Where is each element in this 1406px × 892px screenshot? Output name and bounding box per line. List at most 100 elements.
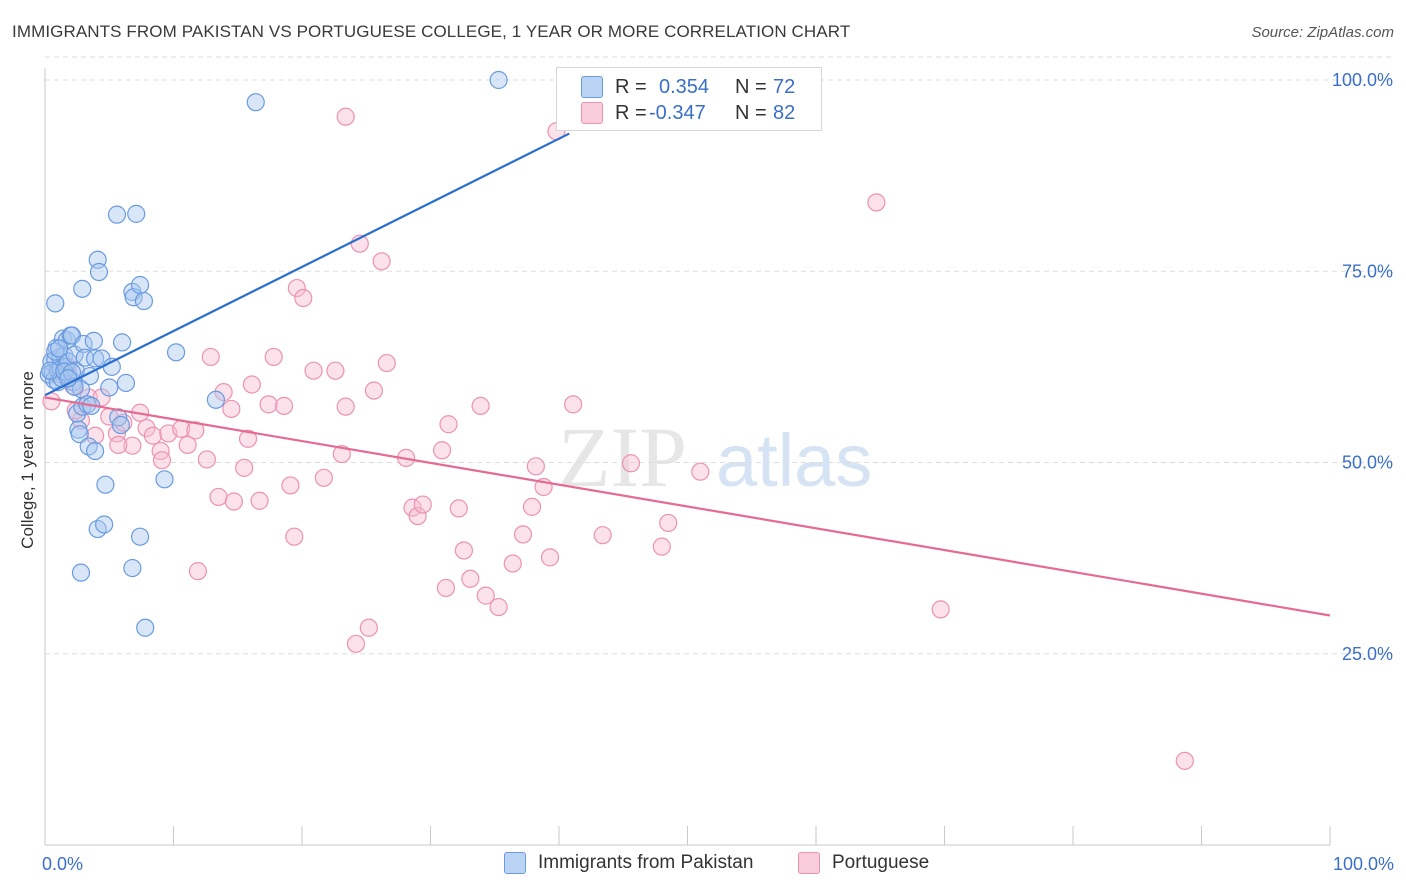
pakistan-point [116, 373, 136, 393]
pakistan-point [41, 361, 60, 380]
portuguese-point [287, 278, 306, 298]
portuguese-point [377, 353, 396, 373]
pakistan-point [50, 339, 69, 358]
pakistan-swatch [504, 852, 526, 874]
pakistan-point [166, 343, 186, 362]
portuguese-point [408, 506, 427, 526]
pakistan-point [206, 390, 226, 409]
pakistan-point [112, 333, 132, 352]
portuguese-point [238, 429, 258, 448]
portuguese-point [209, 487, 228, 507]
portuguese-point [151, 441, 170, 461]
watermark-atlas: atlas [716, 419, 872, 502]
portuguese-point [178, 435, 197, 455]
portuguese-point [214, 383, 233, 402]
portuguese-point [489, 597, 508, 617]
pakistan-point [86, 349, 105, 368]
portuguese-point [454, 541, 474, 560]
pakistan-point [136, 618, 155, 637]
pakistan-point [489, 70, 508, 90]
axes [44, 68, 1330, 846]
portuguese-point [931, 600, 950, 619]
portuguese-point [201, 347, 220, 367]
y-tick-labels: 25.0% 50.0% 75.0% 100.0% [1332, 70, 1393, 664]
r-value: 0.354 [659, 75, 710, 98]
trend-lines [44, 132, 1331, 617]
portuguese-point [652, 537, 671, 556]
x-ticks [44, 826, 1331, 845]
pakistan-point [73, 279, 92, 298]
portuguese-point [107, 424, 127, 443]
legend-item-pakistan[interactable]: Immigrants from Pakistan [504, 852, 753, 874]
portuguese-point [439, 415, 458, 434]
y-tick-label: 50.0% [1342, 453, 1393, 473]
portuguese-point [564, 395, 583, 414]
pakistan-point [155, 470, 174, 489]
y-tick-label: 75.0% [1342, 261, 1393, 281]
pakistan-point [79, 437, 98, 456]
portuguese-point [540, 548, 560, 567]
portuguese-point [123, 436, 142, 455]
y-tick-label: 25.0% [1342, 644, 1393, 664]
pakistan-point [127, 204, 146, 223]
pakistan-swatch [581, 76, 603, 98]
portuguese-point [224, 492, 243, 511]
r-value: -0.347 [649, 101, 706, 124]
pakistan-point [130, 527, 150, 546]
n-label: N = [735, 101, 767, 124]
legend-label: Portuguese [832, 852, 930, 873]
portuguese-point [336, 107, 355, 126]
portuguese-point [326, 361, 345, 380]
pakistan-point [46, 294, 65, 313]
pakistan-point [100, 378, 119, 397]
n-label: N = [735, 75, 767, 98]
portuguese-point [659, 513, 678, 533]
n-value: 82 [773, 101, 796, 124]
portuguese-point [285, 527, 304, 546]
x-tick-label-max: 100.0% [1333, 854, 1394, 874]
portuguese-point [86, 426, 105, 445]
portuguese-point [1175, 751, 1194, 770]
portuguese-point [691, 462, 710, 481]
portuguese-point [259, 395, 278, 414]
pakistan-point [74, 334, 93, 354]
portuguese-point [436, 578, 456, 598]
portuguese-point [432, 441, 452, 460]
pakistan-point [96, 475, 115, 494]
portuguese-point [364, 381, 384, 400]
pakistan-point [71, 563, 91, 582]
legend-item-portuguese[interactable]: Portuguese [798, 852, 929, 874]
portuguese-point [621, 454, 641, 473]
n-value: 72 [773, 75, 796, 98]
pakistan-point [95, 515, 114, 534]
portuguese-point [294, 288, 313, 308]
portuguese-point [471, 396, 490, 415]
portuguese-point [274, 396, 294, 415]
pakistan-points [39, 70, 508, 637]
pakistan-point [123, 558, 142, 578]
portuguese-point [222, 399, 241, 419]
watermark: ZIP atlas [558, 409, 872, 505]
chart-title: IMMIGRANTS FROM PAKISTAN VS PORTUGUESE C… [12, 22, 851, 41]
source-credit: Source: ZipAtlas.com [1251, 24, 1394, 41]
portuguese-point [372, 252, 391, 271]
portuguese-point [250, 491, 269, 510]
pakistan-point [246, 93, 265, 112]
portuguese-point [522, 497, 542, 516]
pakistan-point [134, 291, 154, 311]
portuguese-point [109, 435, 128, 455]
r-label: R = [615, 75, 647, 98]
portuguese-point [304, 361, 323, 380]
portuguese-point [332, 444, 351, 464]
portuguese-point [449, 499, 468, 518]
y-tick-label: 100.0% [1332, 70, 1393, 90]
pakistan-point [130, 275, 150, 295]
r-label: R = [615, 101, 647, 124]
portuguese-point [242, 375, 261, 394]
portuguese-trend-line [44, 396, 1331, 617]
pakistan-point [89, 262, 109, 282]
portuguese-point [513, 525, 533, 544]
portuguese-point [281, 476, 300, 495]
portuguese-point [336, 397, 355, 416]
